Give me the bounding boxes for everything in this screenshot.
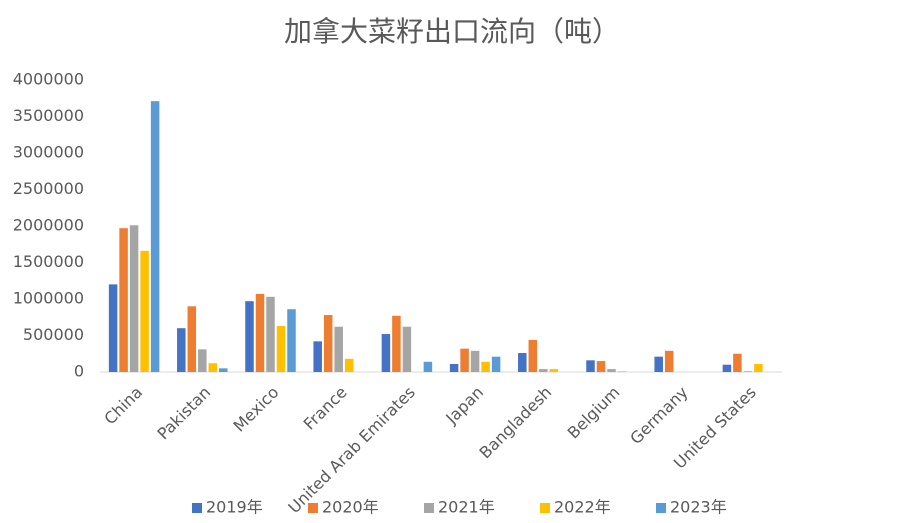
bar	[313, 341, 322, 372]
bar	[596, 361, 606, 372]
bar	[255, 293, 265, 372]
y-tick-label: 4000000	[13, 70, 84, 89]
bar	[177, 328, 186, 372]
bar	[287, 309, 296, 372]
bar	[392, 315, 401, 372]
y-tick-label: 500000	[23, 325, 84, 344]
legend-label: 2023年	[670, 498, 727, 517]
bar	[607, 369, 616, 372]
x-tick-label: Bangladesh	[476, 383, 556, 463]
bar	[754, 363, 763, 372]
bar	[539, 369, 548, 372]
bar	[119, 228, 128, 372]
x-tick-label: Japan	[441, 383, 487, 429]
legend-label: 2020年	[322, 498, 379, 517]
bar	[187, 306, 197, 372]
bar	[208, 363, 218, 372]
y-tick-label: 2500000	[13, 179, 84, 198]
legend-swatch	[308, 503, 318, 513]
x-tick-label: Germany	[626, 383, 691, 448]
x-tick-label: China	[100, 383, 146, 429]
y-tick-label: 2000000	[13, 216, 84, 235]
bar	[528, 339, 538, 372]
legend-swatch	[424, 503, 434, 513]
x-tick-label: Belgium	[564, 383, 624, 443]
x-tick-label: France	[300, 383, 351, 434]
bar	[586, 360, 595, 372]
bar	[129, 225, 139, 372]
bar	[617, 371, 627, 372]
bar	[743, 371, 753, 372]
x-tick-label: Pakistan	[153, 383, 214, 444]
bar	[654, 356, 663, 372]
bar	[245, 301, 254, 372]
y-tick-label: 1500000	[13, 252, 84, 271]
bar	[402, 326, 412, 372]
bar	[150, 101, 160, 373]
bar	[722, 364, 732, 372]
bar	[344, 358, 354, 372]
bar	[733, 353, 742, 372]
y-tick-label: 3500000	[13, 106, 84, 125]
bar	[140, 250, 149, 372]
bar	[491, 356, 501, 372]
bar	[381, 334, 391, 372]
bar	[108, 284, 118, 372]
bar	[198, 349, 207, 372]
bar	[323, 315, 333, 372]
chart-title: 加拿大菜籽出口流向（吨）	[284, 15, 620, 48]
legend-swatch	[192, 503, 202, 513]
bar	[219, 368, 228, 372]
y-tick-label: 0	[74, 362, 84, 381]
bar	[449, 363, 459, 372]
bar	[266, 296, 275, 372]
y-tick-label: 1000000	[13, 289, 84, 308]
bar	[518, 353, 527, 372]
legend-swatch	[540, 503, 550, 513]
bar	[549, 369, 559, 372]
legend-label: 2022年	[554, 498, 611, 517]
bar	[423, 361, 433, 372]
bar	[276, 326, 286, 372]
legend-swatch	[656, 503, 666, 513]
bar	[481, 361, 490, 372]
bar	[460, 348, 469, 372]
x-tick-label: Mexico	[230, 383, 283, 436]
y-tick-label: 3000000	[13, 143, 84, 162]
legend-label: 2021年	[438, 498, 495, 517]
bar	[334, 326, 343, 372]
legend-label: 2019年	[206, 498, 263, 517]
bar	[470, 350, 480, 372]
bar	[664, 350, 674, 372]
